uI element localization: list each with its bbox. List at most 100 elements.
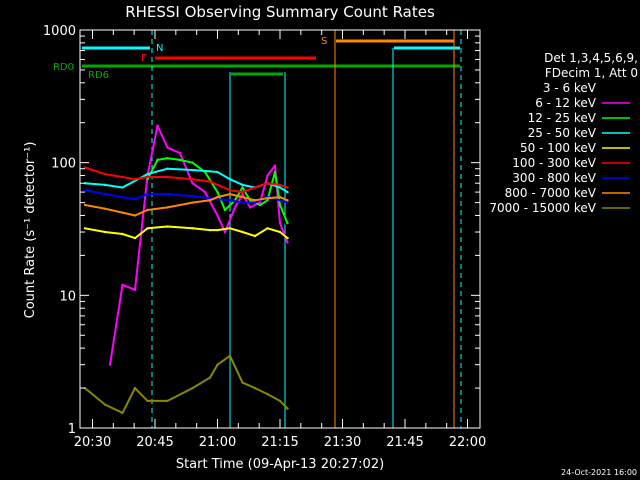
series-point [258,203,262,207]
series-point [146,172,149,176]
y-tick-label: 1000 [43,24,76,39]
legend-label: 25 - 50 keV [528,126,597,140]
series-point [258,201,262,204]
series-point [121,175,124,179]
series-point [216,228,219,232]
flag-label: F [141,53,147,64]
series-point [146,399,149,403]
series-point [286,199,289,202]
series-point [241,190,244,194]
series-point [273,164,277,167]
x-tick-label: 21:45 [386,435,423,450]
y-axis-label: Count Rate (s⁻¹ detector⁻¹) [23,142,38,319]
series-point [166,399,169,403]
x-ticks: 20:30 20:45 21:00 21:15 21:30 21:45 22:00 [74,30,486,450]
series-point [121,232,124,236]
series-point [241,186,244,189]
series-point [83,166,87,169]
series-point [103,230,107,234]
legend-label: 300 - 800 keV [512,171,596,185]
flag-bars: NF S RD0 RD6 [53,30,462,428]
series-point [266,227,269,230]
series-point [156,151,159,155]
series-point [191,386,194,390]
flag-label: N [156,43,163,54]
flag-label: RD0 [53,62,74,73]
series-point [191,178,194,181]
x-tick-label: 21:00 [199,435,236,450]
legend: Det 1,3,4,5,6,9,FDecim 1, Att 03 - 6 keV… [489,51,638,215]
x-tick-label: 20:45 [136,435,173,450]
series-point [208,376,212,379]
series-point [133,178,137,181]
series-point [228,354,232,358]
y-tick-label: 100 [51,157,76,172]
series-point [191,201,194,204]
series-point [208,180,212,183]
series-point [266,201,269,204]
legend-label: 12 - 25 keV [528,111,597,125]
series-point [121,211,124,214]
series-point [286,221,289,225]
series-point [248,206,252,209]
series-point [278,183,282,187]
y-tick-label: 1 [68,422,76,437]
series-point [191,161,194,164]
series-point [241,192,244,196]
series-point [273,189,277,192]
series-point [266,196,269,200]
series-point [208,170,212,173]
series-point [108,363,112,366]
series-point [133,386,137,390]
series-point [286,190,289,194]
series-point [216,190,219,194]
series-point [228,192,232,196]
series-point [223,208,227,212]
series-point [286,241,289,244]
series-point [228,227,232,230]
series-point [286,201,289,204]
series-point [191,168,194,172]
y-tick-label: 10 [59,289,76,304]
series-point [223,230,227,234]
series-point [178,158,182,162]
x-tick-label: 21:15 [261,435,298,450]
series-point [253,386,257,390]
series-point [146,192,149,196]
series-point [178,166,182,169]
series-point [273,170,277,174]
series-point [191,227,194,230]
legend-label: 100 - 300 keV [512,156,596,170]
series-line [146,152,289,229]
flag-label: RD6 [88,70,109,81]
series-point [278,230,282,234]
x-tick-label: 21:30 [324,435,361,450]
series-point [216,170,219,174]
series-point [286,186,289,189]
legend-label: 6 - 12 keV [535,96,597,110]
legend-header: FDecim 1, Att 0 [545,66,638,80]
series-point [278,199,282,202]
series-point [258,211,262,214]
series-point [133,236,137,240]
series-point [266,199,269,202]
series-point [166,146,169,149]
series-point [241,230,244,234]
series-point [83,203,87,207]
series-point [103,192,107,196]
series-point [241,201,244,204]
series-point [216,363,219,366]
series-point [166,225,169,228]
series-point [278,203,282,207]
x-tick-label: 22:00 [449,435,486,450]
series-point [208,199,212,202]
series-point [228,178,232,181]
series-point [103,183,107,187]
legend-label: 50 - 100 keV [520,141,597,155]
series-point [286,227,289,230]
series-point [286,407,289,410]
series-point [156,124,159,127]
series-point [121,411,124,415]
series-point [83,189,87,192]
